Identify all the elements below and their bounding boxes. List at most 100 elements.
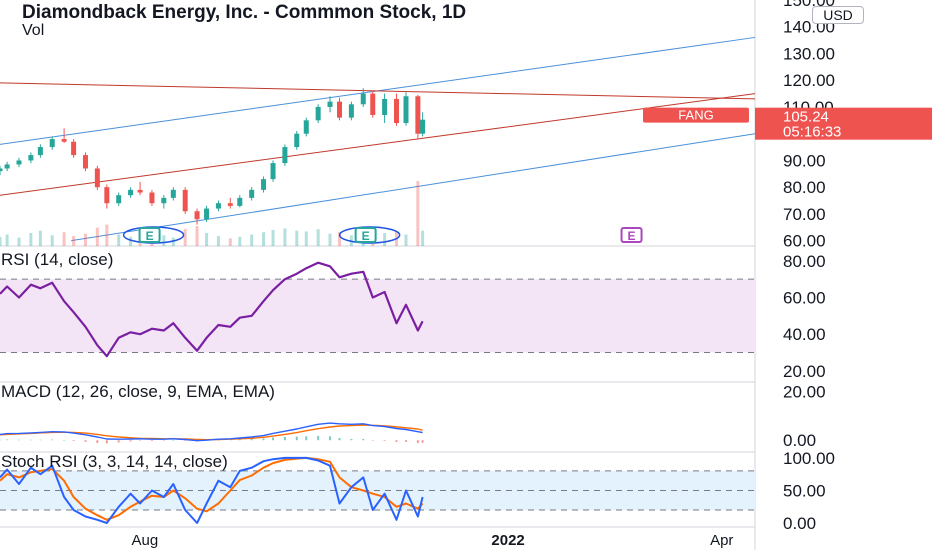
macd-histogram-bar — [0, 439, 1, 441]
rsi-pane-title: RSI (14, close) — [1, 250, 114, 269]
macd-histogram-bar — [329, 436, 332, 441]
candle-body — [403, 96, 409, 123]
volume-bar — [83, 233, 87, 246]
earnings-marker-box — [354, 227, 377, 243]
stoch-d-line — [0, 456, 424, 521]
stoch-tick-label: 50.00 — [783, 481, 826, 500]
volume-bar — [216, 236, 220, 246]
rsi-tick-label: 20.00 — [783, 362, 826, 381]
macd-histogram-bar — [184, 440, 187, 441]
stoch-tick-label: 100.00 — [783, 449, 835, 468]
volume-bar — [295, 230, 299, 246]
macd-histogram-bar — [295, 436, 298, 441]
channel-line-blue — [71, 133, 756, 242]
macd-histogram-bar — [362, 439, 365, 441]
candle-body — [161, 197, 167, 204]
candle-body — [337, 101, 343, 118]
candle-body — [261, 179, 267, 190]
candle-body — [104, 187, 110, 204]
candle-body — [249, 189, 255, 198]
volume-bar — [117, 234, 121, 246]
candle-body — [270, 163, 276, 180]
candle-body — [315, 106, 321, 121]
volume-bar — [271, 229, 275, 246]
volume-bar — [383, 233, 387, 246]
macd-histogram-bar — [105, 440, 108, 444]
macd-histogram-bar — [39, 439, 42, 441]
candle-body — [294, 133, 300, 148]
volume-bar — [17, 237, 21, 246]
macd-histogram-bar — [117, 440, 120, 443]
candle-body — [116, 195, 122, 204]
macd-histogram-bar — [238, 439, 241, 441]
macd-histogram-bar — [262, 438, 265, 441]
macd-histogram-bar — [305, 436, 308, 441]
stoch-rsi-pane-title: Stoch RSI (3, 3, 14, 14, close) — [1, 452, 228, 471]
candle-body — [128, 189, 134, 196]
volume-bar — [129, 236, 133, 246]
candle-body — [94, 168, 100, 188]
candle-body — [215, 203, 221, 209]
volume-bar — [304, 231, 308, 246]
macd-histogram-bar — [338, 438, 341, 441]
volume-bar — [250, 234, 254, 246]
price-tick-label: 130.00 — [783, 44, 835, 63]
volume-bar — [338, 232, 342, 246]
volume-bar — [5, 234, 9, 246]
candle-body — [49, 139, 55, 148]
price-tick-label: 70.00 — [783, 205, 826, 224]
macd-histogram-bar — [421, 440, 424, 443]
earnings-marker-label: E — [146, 229, 154, 243]
macd-histogram-bar — [395, 440, 398, 442]
macd-tick-label: 20.00 — [783, 382, 826, 401]
macd-histogram-bar — [272, 437, 275, 441]
volume-bar — [416, 181, 420, 246]
candle-body — [182, 189, 188, 212]
price-tick-label: 90.00 — [783, 151, 826, 170]
candle-body — [360, 93, 366, 105]
volume-bar — [316, 229, 320, 246]
currency-badge[interactable]: USD — [812, 6, 864, 24]
volume-bar — [29, 233, 33, 246]
candle-body — [420, 119, 426, 134]
price-tag-value: 105.24 — [783, 109, 829, 126]
macd-histogram-bar — [416, 440, 419, 443]
macd-histogram-bar — [139, 440, 142, 441]
macd-histogram-bar — [371, 440, 374, 441]
candle-body — [0, 168, 3, 172]
volume-bar — [238, 236, 242, 246]
rsi-line — [0, 261, 424, 358]
candle-body — [37, 147, 43, 156]
macd-pane-title: MACD (12, 26, close, 9, EMA, EMA) — [1, 382, 275, 401]
macd-histogram-bar — [129, 440, 132, 442]
volume-bar — [328, 233, 332, 246]
earnings-marker-label: E — [362, 229, 370, 243]
candle-body — [282, 147, 288, 164]
candle-body — [28, 155, 34, 161]
time-tick-label: 2022 — [491, 532, 524, 549]
macd-histogram-bar — [96, 440, 99, 443]
macd-tick-label: 0.00 — [783, 431, 816, 450]
candle-body — [61, 139, 67, 142]
price-tag-countdown: 05:16:33 — [783, 124, 841, 141]
macd-histogram-bar — [317, 435, 320, 441]
macd-histogram-bar — [63, 439, 66, 441]
earnings-marker-box — [620, 227, 643, 243]
volume-bar — [95, 227, 99, 246]
candle-body — [393, 98, 399, 123]
rsi-tick-label: 40.00 — [783, 325, 826, 344]
macd-histogram-bar — [162, 440, 165, 441]
volume-bar — [62, 232, 66, 246]
volume-bar — [105, 224, 109, 246]
volume-bar — [0, 236, 2, 246]
price-tick-label: 80.00 — [783, 178, 826, 197]
macd-histogram-bar — [217, 439, 220, 441]
candle-body — [415, 96, 421, 134]
time-tick-label: Apr — [710, 532, 733, 549]
candle-body — [382, 98, 388, 115]
candle-body — [71, 141, 77, 156]
candle-body — [82, 155, 88, 169]
earnings-marker-label: E — [628, 229, 636, 243]
candle-body — [170, 189, 176, 198]
